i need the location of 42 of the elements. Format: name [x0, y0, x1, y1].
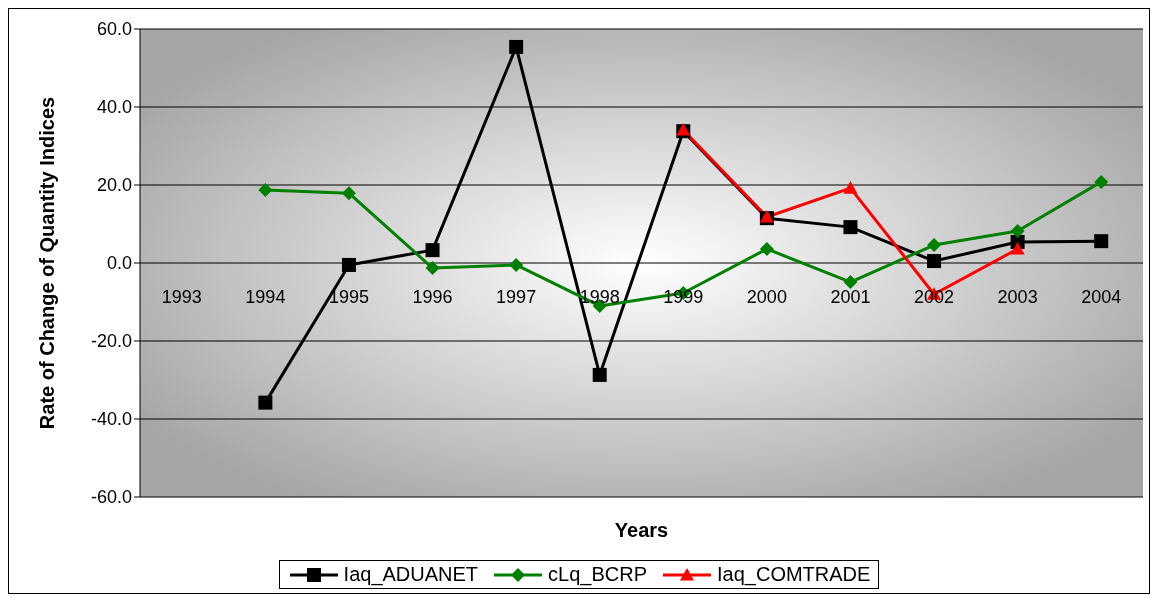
point	[509, 257, 524, 272]
point	[425, 261, 440, 276]
y-tick-label: -60.0	[90, 487, 132, 508]
x-tick-label: 2001	[830, 287, 871, 307]
point	[759, 241, 774, 256]
point	[1010, 241, 1025, 255]
x-axis-title: Years	[614, 519, 669, 541]
legend-label: cLq_BCRP	[548, 563, 648, 586]
y-tick-label: -40.0	[90, 409, 132, 430]
x-tick-label: 2003	[997, 287, 1038, 307]
point	[1010, 224, 1025, 239]
legend-label: Iaq_COMTRADE	[717, 563, 871, 586]
y-tick-label: 20.0	[96, 175, 132, 196]
x-tick-label: 2000	[746, 287, 787, 307]
x-tick-label: 1993	[161, 287, 202, 307]
legend-label: Iaq_ADUANET	[343, 563, 479, 586]
point	[1094, 234, 1109, 249]
point	[341, 257, 356, 272]
y-tick-label: 60.0	[96, 19, 132, 40]
x-tick-label: 1995	[328, 287, 369, 307]
point	[843, 220, 858, 235]
point	[1094, 174, 1109, 189]
x-tick-label: 1996	[412, 287, 453, 307]
y-axis-title: Rate of Change of Quantity Indices	[36, 96, 59, 430]
x-tick-label: 1994	[245, 287, 286, 307]
point	[509, 39, 524, 54]
point	[425, 243, 440, 258]
point	[258, 183, 273, 198]
x-tick-label: 2004	[1081, 287, 1122, 307]
point	[592, 367, 607, 382]
point	[843, 181, 858, 194]
point	[341, 186, 356, 201]
y-tick-label: 40.0	[96, 97, 132, 118]
y-tick-label: -20.0	[90, 331, 132, 352]
point	[927, 238, 942, 253]
x-tick-label: 1998	[579, 287, 620, 307]
point	[258, 395, 273, 410]
x-tick-label: 1997	[496, 287, 537, 307]
x-tick-label: 2002	[914, 287, 955, 307]
point	[843, 275, 858, 290]
point	[927, 254, 942, 269]
y-tick-label: 0.0	[106, 253, 132, 274]
